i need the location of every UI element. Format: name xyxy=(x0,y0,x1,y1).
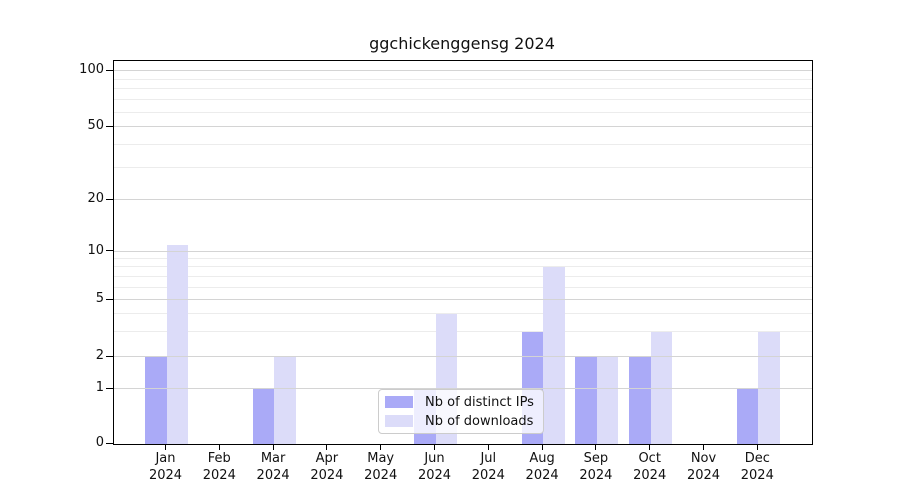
major-gridline-2 xyxy=(114,356,812,357)
major-gridline-20 xyxy=(114,199,812,201)
x-tick-mark-aug xyxy=(541,444,543,450)
minor-gridline-30 xyxy=(114,167,812,168)
x-label-nov: Nov 2024 xyxy=(686,451,721,483)
y-tick-label-5: 5 xyxy=(95,291,104,307)
bar-downloads-oct xyxy=(650,331,673,444)
y-tick-mark-5 xyxy=(106,298,113,300)
x-label-dec: Dec 2024 xyxy=(740,451,774,483)
x-tick-mark-sep xyxy=(595,444,597,450)
legend-swatch-downloads xyxy=(385,415,413,427)
x-tick-mark-may xyxy=(380,444,382,450)
y-tick-mark-1 xyxy=(106,387,113,389)
x-label-jul: Jul 2024 xyxy=(471,451,505,483)
bar-ips-jan xyxy=(145,357,167,444)
y-tick-label-100: 100 xyxy=(79,62,104,78)
x-tick-mark-nov xyxy=(703,444,704,450)
legend-label-distinct-ips: Nb of distinct IPs xyxy=(425,394,534,410)
y-tick-mark-20 xyxy=(106,198,113,200)
x-label-oct: Oct 2024 xyxy=(633,451,667,483)
x-label-apr: Apr 2024 xyxy=(310,451,344,483)
y-tick-label-10: 10 xyxy=(87,242,104,258)
bar-ips-mar xyxy=(252,389,275,444)
minor-gridline-90 xyxy=(114,78,812,80)
minor-gridline-60 xyxy=(114,111,812,113)
x-tick-mark-jul xyxy=(487,444,489,450)
x-tick-mark-oct xyxy=(649,444,651,450)
legend-entry-distinct-ips: Nb of distinct IPs xyxy=(385,395,535,410)
x-tick-mark-jan xyxy=(165,444,166,450)
x-tick-mark-jun xyxy=(434,444,435,450)
bar-downloads-jan xyxy=(166,244,188,444)
x-label-mar: Mar 2024 xyxy=(256,451,290,483)
bar-downloads-mar xyxy=(274,357,296,444)
major-gridline-5 xyxy=(114,299,812,301)
y-tick-mark-100 xyxy=(106,69,113,71)
y-tick-label-1: 1 xyxy=(95,380,104,396)
x-tick-mark-mar xyxy=(272,444,274,450)
minor-gridline-3 xyxy=(114,330,812,332)
y-tick-mark-0 xyxy=(106,442,113,444)
x-tick-mark-apr xyxy=(326,444,328,450)
y-tick-label-2: 2 xyxy=(95,348,104,363)
legend-label-downloads: Nb of downloads xyxy=(425,413,534,429)
bar-downloads-sep xyxy=(596,357,619,444)
x-label-feb: Feb 2024 xyxy=(202,451,236,483)
legend-swatch-distinct-ips xyxy=(385,396,413,408)
major-gridline-100 xyxy=(114,70,812,72)
chart-title: ggchickenggensg 2024 xyxy=(369,34,555,53)
bar-ips-dec xyxy=(736,389,759,444)
x-label-aug: Aug 2024 xyxy=(525,451,559,483)
minor-gridline-7 xyxy=(114,275,812,277)
x-label-jan: Jan 2024 xyxy=(148,451,183,483)
bar-ips-sep xyxy=(575,357,597,444)
y-tick-label-20: 20 xyxy=(87,191,104,207)
minor-gridline-70 xyxy=(114,99,812,101)
minor-gridline-4 xyxy=(114,313,812,315)
bar-downloads-aug xyxy=(543,267,565,444)
legend-entry-downloads: Nb of downloads xyxy=(385,414,535,429)
major-gridline-10 xyxy=(114,250,812,252)
minor-gridline-40 xyxy=(114,144,812,146)
x-label-sep: Sep 2024 xyxy=(579,451,613,483)
major-gridline-50 xyxy=(114,126,812,128)
y-tick-mark-10 xyxy=(106,250,113,252)
y-tick-mark-2 xyxy=(106,355,113,357)
minor-gridline-80 xyxy=(114,88,812,90)
y-tick-label-0: 0 xyxy=(95,435,104,450)
minor-gridline-6 xyxy=(114,286,812,288)
bar-downloads-dec xyxy=(758,331,780,444)
bar-ips-oct xyxy=(629,357,651,444)
legend: Nb of distinct IPs Nb of downloads xyxy=(378,389,544,434)
x-label-may: May 2024 xyxy=(364,451,398,483)
y-tick-mark-50 xyxy=(106,125,113,127)
major-gridline-1 xyxy=(114,388,812,390)
x-tick-mark-dec xyxy=(756,444,758,450)
x-label-jun: Jun 2024 xyxy=(417,451,452,483)
plot-area xyxy=(113,60,813,445)
x-tick-mark-feb xyxy=(218,444,220,450)
y-tick-label-50: 50 xyxy=(87,118,104,134)
minor-gridline-8 xyxy=(114,266,812,268)
minor-gridline-9 xyxy=(114,258,812,260)
